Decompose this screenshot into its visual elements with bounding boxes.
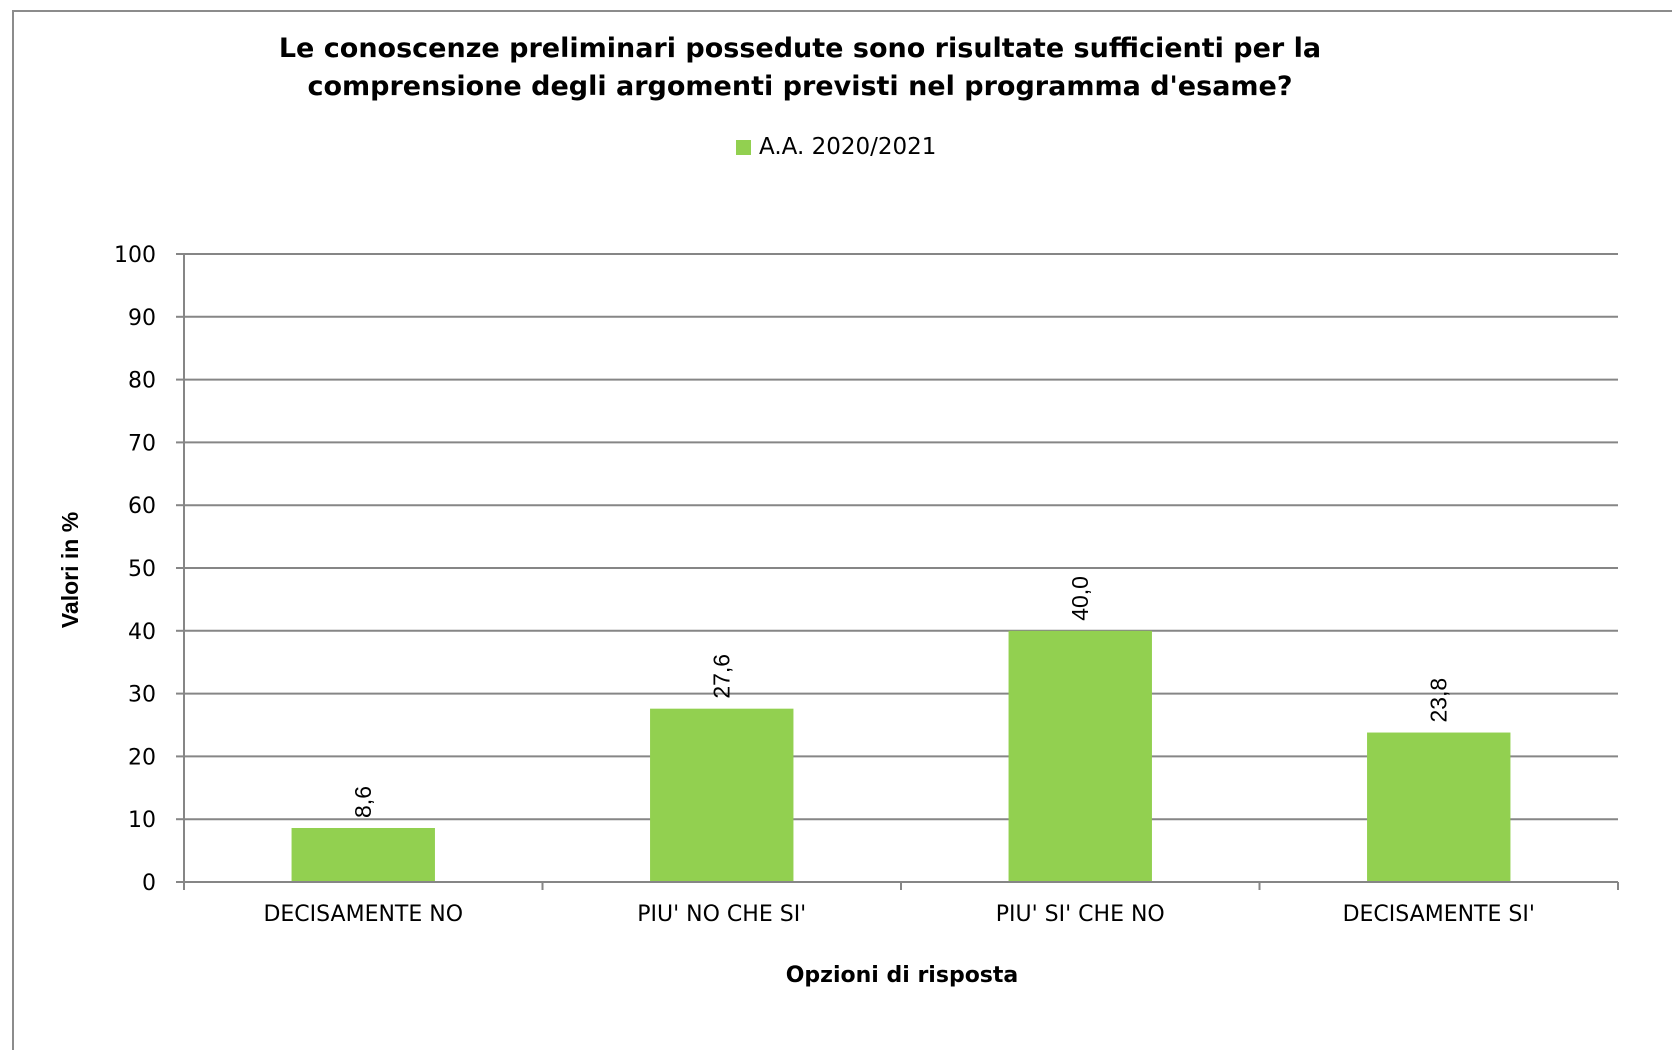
bars bbox=[291, 630, 1511, 882]
chart-title-line-1: Le conoscenze preliminari possedute sono… bbox=[278, 33, 1322, 64]
x-axis-title: Opzioni di risposta bbox=[786, 963, 1019, 988]
chart-title: Le conoscenze preliminari possedute sono… bbox=[0, 30, 1600, 106]
data-labels: 8,6 27,6 40,0 23,8 bbox=[350, 576, 1452, 818]
y-tick-labels: 0 10 20 30 40 50 60 70 80 90 100 bbox=[114, 243, 156, 896]
bar bbox=[1008, 630, 1152, 882]
bar bbox=[650, 708, 794, 882]
y-tick-label: 90 bbox=[128, 306, 156, 331]
x-category-labels: DECISAMENTE NO PIU' NO CHE SI' PIU' SI' CH… bbox=[263, 902, 1534, 927]
y-tick-label: 100 bbox=[114, 243, 156, 268]
y-tick-label: 60 bbox=[128, 494, 156, 519]
bar bbox=[291, 827, 435, 882]
chart-title-line-2: comprensione degli argomenti previsti ne… bbox=[307, 71, 1293, 102]
x-category-label: DECISAMENTE SI' bbox=[1343, 902, 1535, 927]
y-tick-label: 10 bbox=[128, 808, 156, 833]
chart-legend: A.A. 2020/2021 bbox=[736, 134, 936, 160]
data-label: 8,6 bbox=[350, 786, 376, 818]
axes bbox=[176, 253, 1619, 890]
bar-chart: 0 10 20 30 40 50 60 70 80 90 100 DECISAMENTE NO PIU… bbox=[57, 243, 1619, 988]
y-axis-title: Valori in % bbox=[57, 512, 83, 628]
x-category-label: DECISAMENTE NO bbox=[263, 902, 463, 927]
y-tick-label: 20 bbox=[128, 745, 156, 770]
x-category-label: PIU' SI' CHE NO bbox=[996, 902, 1165, 927]
data-label: 40,0 bbox=[1067, 576, 1093, 621]
bar bbox=[1367, 732, 1511, 882]
legend-label: A.A. 2020/2021 bbox=[759, 134, 937, 160]
y-tick-label: 80 bbox=[128, 369, 156, 394]
data-label: 27,6 bbox=[709, 654, 735, 699]
x-category-label: PIU' NO CHE SI' bbox=[637, 902, 806, 927]
y-tick-label: 0 bbox=[142, 871, 156, 896]
y-tick-label: 50 bbox=[128, 557, 156, 582]
data-label: 23,8 bbox=[1426, 678, 1452, 723]
legend-swatch bbox=[736, 139, 751, 155]
y-tick-label: 40 bbox=[128, 620, 156, 645]
y-tick-label: 30 bbox=[128, 683, 156, 708]
y-tick-label: 70 bbox=[128, 431, 156, 456]
chart-frame bbox=[12, 10, 1672, 1050]
